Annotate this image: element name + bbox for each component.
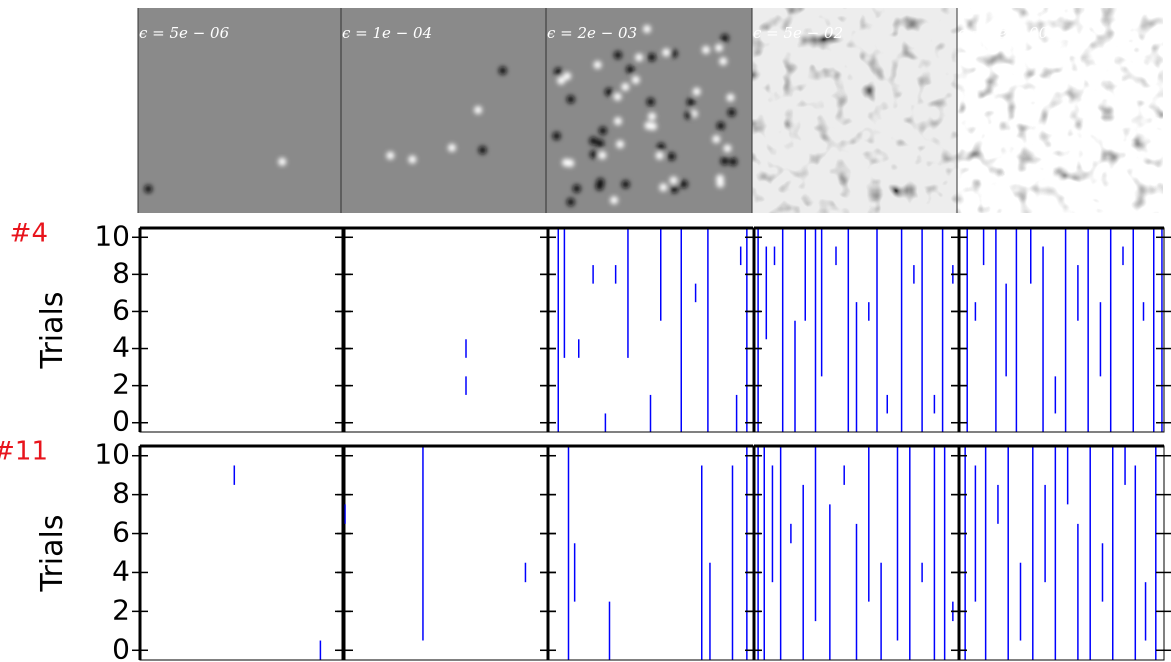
blob bbox=[566, 159, 575, 168]
blob bbox=[716, 121, 725, 130]
blob bbox=[604, 88, 613, 97]
image-label: ϵ = 1e + 00 bbox=[958, 24, 1049, 42]
panel-frame bbox=[547, 445, 754, 661]
y-tick-label: 0 bbox=[112, 405, 130, 438]
blob bbox=[589, 136, 598, 145]
blob bbox=[631, 75, 640, 84]
blob bbox=[563, 72, 572, 81]
blob bbox=[669, 49, 678, 58]
y-tick-label: 4 bbox=[112, 554, 130, 587]
y-tick-label: 10 bbox=[94, 438, 130, 471]
image-label: ϵ = 1e − 04 bbox=[342, 24, 432, 42]
blob bbox=[643, 25, 652, 34]
y-tick-label: 8 bbox=[112, 477, 130, 510]
blob bbox=[554, 67, 563, 76]
image-background bbox=[341, 8, 547, 213]
blob bbox=[474, 106, 483, 115]
blob bbox=[729, 157, 738, 166]
blob bbox=[649, 122, 658, 131]
blob bbox=[701, 45, 710, 54]
y-axis-label: Trials bbox=[35, 515, 70, 593]
blob bbox=[596, 139, 605, 148]
blob bbox=[447, 143, 456, 152]
y-tick-label: 8 bbox=[112, 256, 130, 289]
blob bbox=[648, 112, 657, 121]
blob bbox=[720, 34, 729, 43]
panel-frame bbox=[139, 445, 346, 661]
blob bbox=[662, 48, 671, 57]
y-tick-label: 6 bbox=[112, 293, 130, 326]
blob bbox=[669, 176, 678, 185]
noise-texture bbox=[957, 8, 1163, 213]
blob bbox=[598, 151, 607, 160]
panel-frame bbox=[342, 227, 549, 433]
blob bbox=[684, 111, 693, 120]
blob bbox=[714, 43, 723, 52]
blob bbox=[557, 76, 566, 85]
blob bbox=[635, 53, 644, 62]
y-tick-label: 2 bbox=[112, 368, 130, 401]
blob bbox=[723, 144, 732, 153]
y-tick-label: 10 bbox=[94, 219, 130, 252]
blob bbox=[621, 180, 630, 189]
row-label: #11 bbox=[0, 437, 48, 467]
blob bbox=[621, 82, 630, 91]
blob bbox=[655, 151, 664, 160]
blob bbox=[613, 92, 622, 101]
blob bbox=[692, 87, 701, 96]
y-axis-label: Trials bbox=[35, 292, 70, 370]
panel-frame bbox=[342, 445, 549, 661]
image-label: ϵ = 5e − 06 bbox=[139, 24, 230, 42]
blob bbox=[646, 97, 655, 106]
blob bbox=[659, 183, 668, 192]
row-label: #4 bbox=[10, 219, 48, 249]
blob bbox=[712, 135, 721, 144]
blob bbox=[686, 98, 695, 107]
blob bbox=[596, 178, 605, 187]
blob bbox=[670, 185, 679, 194]
blob bbox=[719, 57, 728, 66]
noise-texture bbox=[752, 8, 958, 213]
blob bbox=[386, 151, 395, 160]
blob bbox=[408, 155, 417, 164]
blob bbox=[478, 146, 487, 155]
blob bbox=[566, 198, 575, 207]
y-tick-label: 6 bbox=[112, 516, 130, 549]
panel-frame bbox=[958, 445, 1165, 661]
panel-frame bbox=[139, 227, 346, 433]
blob bbox=[144, 184, 153, 193]
blob bbox=[613, 117, 622, 126]
blob bbox=[598, 126, 607, 135]
y-tick-label: 2 bbox=[112, 593, 130, 626]
image-label: ϵ = 5e − 02 bbox=[753, 24, 843, 42]
blob bbox=[278, 157, 287, 166]
image-background bbox=[138, 8, 344, 213]
y-tick-label: 0 bbox=[112, 632, 130, 662]
blob bbox=[727, 108, 736, 117]
blob bbox=[657, 142, 666, 151]
blob bbox=[679, 180, 688, 189]
blob bbox=[616, 140, 625, 149]
blob bbox=[626, 65, 635, 74]
blobs bbox=[144, 157, 287, 193]
blob bbox=[498, 66, 507, 75]
blob bbox=[716, 174, 725, 183]
blob bbox=[552, 131, 561, 140]
y-tick-label: 4 bbox=[112, 331, 130, 364]
blob bbox=[566, 95, 575, 104]
blob bbox=[726, 93, 735, 102]
blob bbox=[593, 60, 602, 69]
blob bbox=[667, 152, 676, 161]
blobs bbox=[386, 66, 507, 164]
blob bbox=[572, 184, 581, 193]
blob bbox=[610, 196, 619, 205]
blobs bbox=[552, 25, 738, 207]
image-label: ϵ = 2e − 03 bbox=[547, 24, 637, 42]
blob bbox=[720, 157, 729, 166]
blob bbox=[589, 150, 598, 159]
blob bbox=[647, 53, 656, 62]
blob bbox=[613, 51, 622, 60]
